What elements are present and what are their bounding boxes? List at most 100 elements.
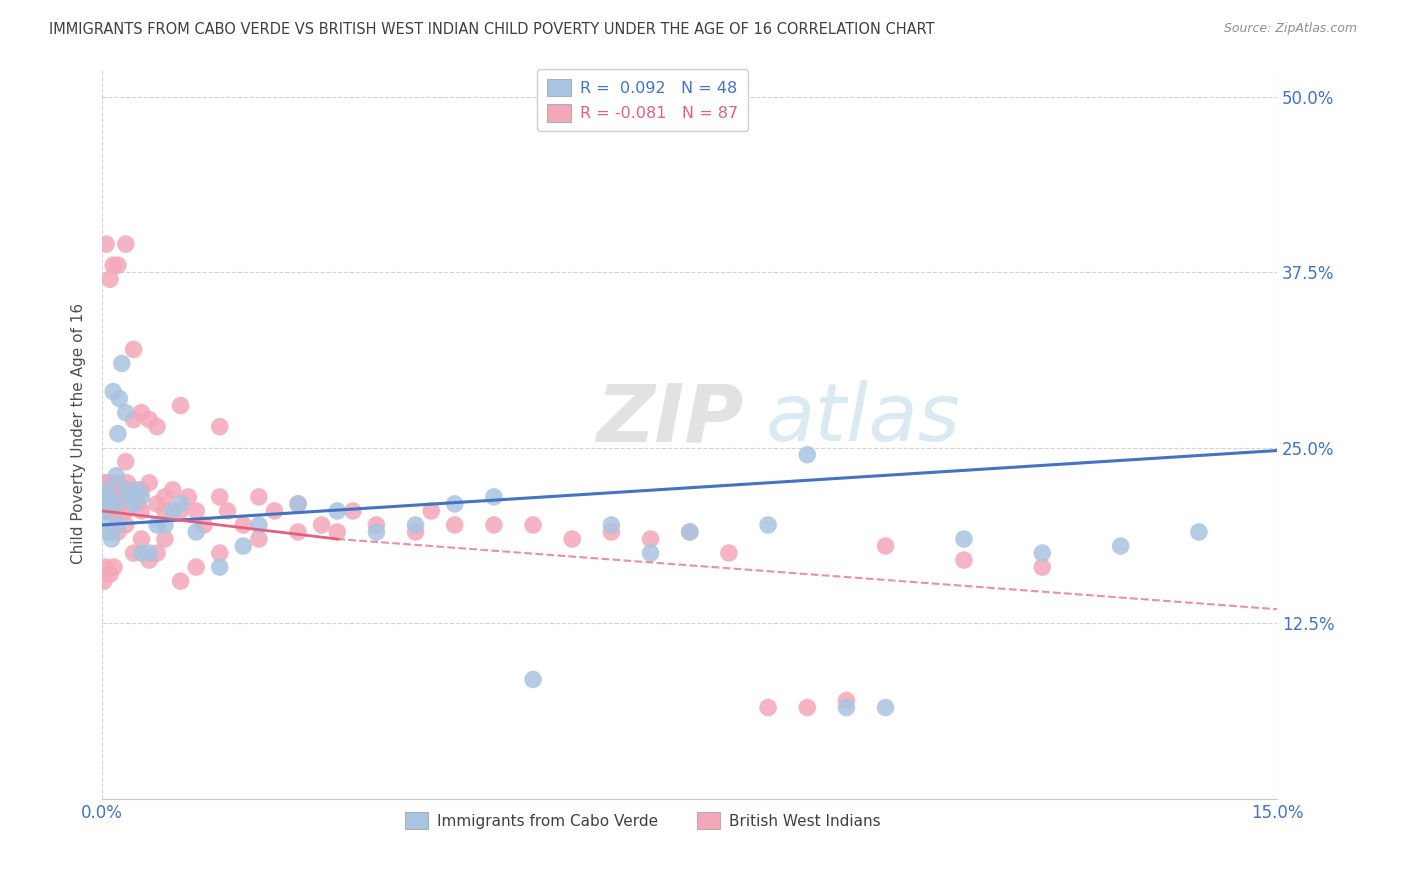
Point [756,518,779,533]
Point [208,546,231,560]
Point [122,497,145,511]
Point [522,673,544,687]
Point [131,504,153,518]
Point [114,483,136,497]
Point [326,504,349,518]
Point [100,532,122,546]
Point [193,518,215,533]
Point [186,504,208,518]
Point [101,258,124,272]
Point [107,518,129,533]
Point [93,518,115,533]
Point [953,553,976,567]
Point [1188,524,1211,539]
Point [101,384,124,399]
Point [717,546,740,560]
Point [111,356,134,370]
Point [93,574,115,589]
Point [561,532,583,546]
Point [98,567,121,582]
Point [104,504,127,518]
Point [94,504,117,518]
Point [114,455,136,469]
Y-axis label: Child Poverty Under the Age of 16: Child Poverty Under the Age of 16 [72,303,86,565]
Point [107,475,129,490]
Point [326,524,349,539]
Point [420,504,443,518]
Point [146,497,169,511]
Point [679,524,702,539]
Point [153,504,176,518]
Point [98,490,121,504]
Legend: Immigrants from Cabo Verde, British West Indians: Immigrants from Cabo Verde, British West… [399,806,886,835]
Point [131,483,153,497]
Point [217,504,239,518]
Point [796,448,818,462]
Point [94,504,117,518]
Text: atlas: atlas [766,380,960,458]
Point [127,483,149,497]
Point [107,258,129,272]
Point [366,518,388,533]
Point [169,504,191,518]
Point [93,475,115,490]
Point [600,524,623,539]
Point [114,504,136,518]
Point [111,490,134,504]
Point [405,518,427,533]
Point [482,518,505,533]
Point [131,406,153,420]
Point [131,546,153,560]
Point [1031,546,1053,560]
Point [100,490,122,504]
Point [247,518,270,533]
Point [208,560,231,574]
Point [640,546,662,560]
Point [107,490,129,504]
Point [131,490,153,504]
Point [97,504,120,518]
Point [247,532,270,546]
Point [162,504,184,518]
Point [153,490,176,504]
Point [153,518,176,533]
Point [105,518,128,533]
Point [107,426,129,441]
Point [118,490,141,504]
Point [138,412,160,426]
Point [107,524,129,539]
Point [96,483,118,497]
Point [796,700,818,714]
Point [122,546,145,560]
Point [169,497,191,511]
Point [875,539,897,553]
Point [98,483,121,497]
Point [311,518,333,533]
Point [366,524,388,539]
Point [131,532,153,546]
Point [443,518,465,533]
Point [875,700,897,714]
Point [114,406,136,420]
Point [287,497,309,511]
Point [105,468,128,483]
Point [108,497,131,511]
Point [94,490,117,504]
Point [114,237,136,252]
Point [103,475,125,490]
Text: ZIP: ZIP [596,380,744,458]
Point [1031,560,1053,574]
Point [127,497,149,511]
Point [443,497,465,511]
Point [679,524,702,539]
Point [600,518,623,533]
Point [117,475,139,490]
Point [96,497,118,511]
Point [93,490,115,504]
Point [122,343,145,357]
Point [1109,539,1132,553]
Point [138,475,160,490]
Point [169,574,191,589]
Text: IMMIGRANTS FROM CABO VERDE VS BRITISH WEST INDIAN CHILD POVERTY UNDER THE AGE OF: IMMIGRANTS FROM CABO VERDE VS BRITISH WE… [49,22,935,37]
Point [342,504,364,518]
